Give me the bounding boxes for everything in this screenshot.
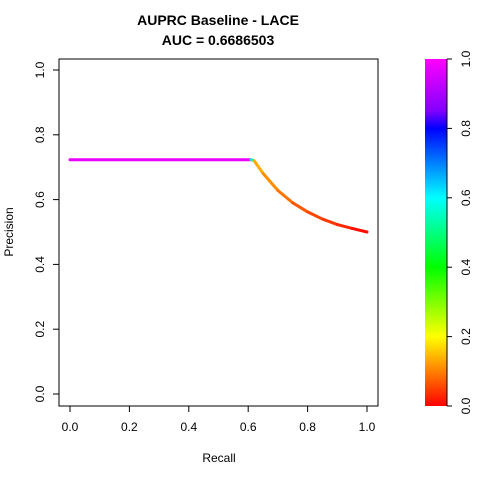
- colorbar-tick-label: 0.4: [459, 259, 473, 276]
- x-tick-label: 0.4: [180, 420, 197, 434]
- y-tick-label: 0.2: [33, 321, 47, 338]
- y-tick-label: 0.6: [33, 191, 47, 208]
- pr-curve-segment: [261, 171, 280, 193]
- pr-curve-segment: [252, 159, 265, 175]
- pr-curve-segment: [306, 210, 324, 221]
- x-tick-label: 0.6: [240, 420, 257, 434]
- plot-frame: [58, 58, 379, 407]
- pr-curve-segment: [276, 189, 295, 205]
- x-tick-label: 0.0: [62, 420, 79, 434]
- pr-curve-segment: [320, 217, 339, 227]
- pr-curve-segment: [350, 226, 369, 234]
- colorbar-tick-label: 0.8: [459, 120, 473, 137]
- x-tick-label: 0.2: [121, 420, 138, 434]
- colorbar-axis: 0.0 0.2 0.4 0.6 0.8 1.0: [446, 50, 473, 414]
- x-tick-label: 0.8: [299, 420, 316, 434]
- colorbar-tick-label: 1.0: [459, 50, 473, 67]
- y-tick-label: 0.4: [33, 256, 47, 273]
- x-tick-label: 1.0: [359, 420, 376, 434]
- y-axis: 0.0 0.2 0.4 0.6 0.8 1.0: [33, 61, 60, 402]
- colorbar: [425, 59, 447, 406]
- chart-title: AUPRC Baseline - LACE: [137, 12, 299, 28]
- x-axis: 0.0 0.2 0.4 0.6 0.8 1.0: [62, 405, 376, 434]
- y-tick-label: 1.0: [33, 61, 47, 78]
- colorbar-tick-label: 0.2: [459, 328, 473, 345]
- chart-subtitle: AUC = 0.6686503: [162, 32, 275, 48]
- y-axis-label: Precision: [2, 207, 16, 256]
- pr-curve-segment: [291, 201, 310, 214]
- colorbar-tick-label: 0.6: [459, 189, 473, 206]
- pr-curve-segment: [335, 223, 354, 230]
- pr-curve: [68, 158, 369, 234]
- y-tick-label: 0.0: [33, 385, 47, 402]
- colorbar-tick-label: 0.0: [459, 397, 473, 414]
- x-axis-label: Recall: [202, 451, 235, 465]
- y-tick-label: 0.8: [33, 126, 47, 143]
